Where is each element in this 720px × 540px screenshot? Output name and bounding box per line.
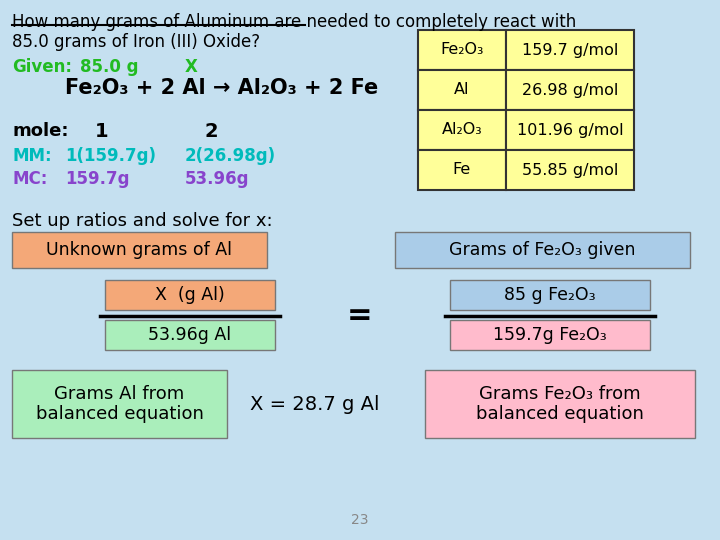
Text: 23: 23 — [351, 513, 369, 527]
Text: Given:: Given: — [12, 58, 72, 76]
Text: Grams Fe₂O₃ from
balanced equation: Grams Fe₂O₃ from balanced equation — [476, 384, 644, 423]
Text: mole:: mole: — [12, 122, 68, 140]
Text: How many grams of Aluminum are needed to completely react with: How many grams of Aluminum are needed to… — [12, 13, 576, 31]
Text: Al₂O₃: Al₂O₃ — [441, 123, 482, 138]
Bar — [418, 70, 506, 110]
Bar — [418, 30, 506, 70]
Bar — [506, 30, 634, 70]
Bar — [506, 70, 634, 110]
Bar — [418, 110, 506, 150]
Bar — [418, 150, 506, 190]
Text: Fe₂O₃ + 2 Al → Al₂O₃ + 2 Fe: Fe₂O₃ + 2 Al → Al₂O₃ + 2 Fe — [65, 78, 378, 98]
Text: Unknown grams of Al: Unknown grams of Al — [47, 241, 233, 259]
Text: 53.96g: 53.96g — [185, 170, 250, 188]
Text: 159.7 g/mol: 159.7 g/mol — [522, 43, 618, 57]
Bar — [12, 370, 227, 438]
Text: 55.85 g/mol: 55.85 g/mol — [522, 163, 618, 178]
Text: Fe₂O₃: Fe₂O₃ — [440, 43, 484, 57]
Text: 85.0 g: 85.0 g — [80, 58, 138, 76]
Text: 1(159.7g): 1(159.7g) — [65, 147, 156, 165]
Bar — [105, 320, 275, 350]
Text: X  (g Al): X (g Al) — [155, 286, 225, 304]
Text: Al: Al — [454, 83, 469, 98]
Bar — [506, 110, 634, 150]
Text: MM:: MM: — [12, 147, 52, 165]
Text: 85.0 grams of Iron (III) Oxide?: 85.0 grams of Iron (III) Oxide? — [12, 33, 260, 51]
Text: 101.96 g/mol: 101.96 g/mol — [517, 123, 624, 138]
Text: X = 28.7 g Al: X = 28.7 g Al — [251, 395, 379, 414]
Text: X: X — [185, 58, 198, 76]
Text: MC:: MC: — [12, 170, 48, 188]
Bar — [450, 280, 650, 310]
Bar — [12, 232, 267, 268]
Text: =: = — [347, 301, 373, 330]
Text: 85 g Fe₂O₃: 85 g Fe₂O₃ — [504, 286, 596, 304]
Bar — [506, 150, 634, 190]
Text: 53.96g Al: 53.96g Al — [148, 326, 232, 344]
Text: 26.98 g/mol: 26.98 g/mol — [522, 83, 618, 98]
Text: 159.7g Fe₂O₃: 159.7g Fe₂O₃ — [493, 326, 607, 344]
Text: Fe: Fe — [453, 163, 471, 178]
Bar — [425, 370, 695, 438]
Text: Set up ratios and solve for x:: Set up ratios and solve for x: — [12, 212, 273, 230]
Text: 159.7g: 159.7g — [65, 170, 130, 188]
Text: 2(26.98g): 2(26.98g) — [185, 147, 276, 165]
Bar — [105, 280, 275, 310]
Text: Grams of Fe₂O₃ given: Grams of Fe₂O₃ given — [449, 241, 636, 259]
Text: 2: 2 — [205, 122, 219, 141]
Text: Grams Al from
balanced equation: Grams Al from balanced equation — [35, 384, 204, 423]
Bar — [395, 232, 690, 268]
Bar — [450, 320, 650, 350]
Text: 1: 1 — [95, 122, 109, 141]
